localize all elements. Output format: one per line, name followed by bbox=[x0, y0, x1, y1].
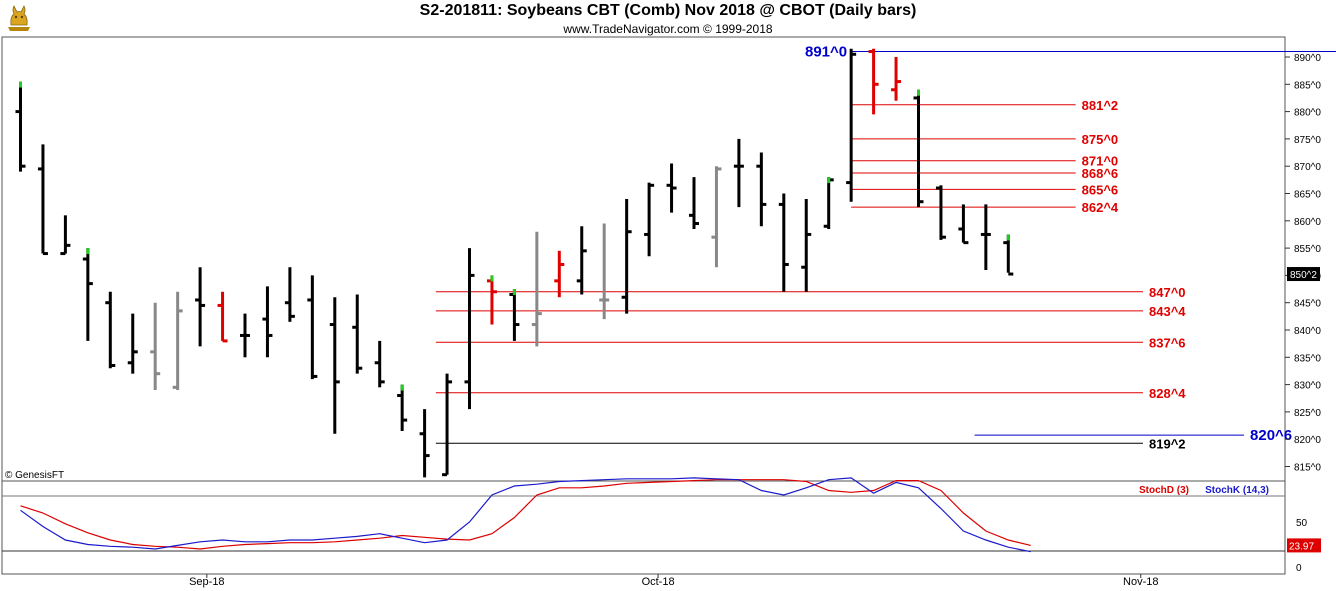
price-tick-label: 880^0 bbox=[1294, 108, 1321, 119]
stoch-d-legend: StochD (3) bbox=[1139, 485, 1189, 496]
price-tick-label: 865^0 bbox=[1294, 190, 1321, 201]
date-tick-label: Nov-18 bbox=[1123, 576, 1158, 588]
chart-subtitle: www.TradeNavigator.com © 1999-2018 bbox=[563, 22, 773, 36]
price-tick-label: 875^0 bbox=[1294, 135, 1321, 146]
level-label: 819^2 bbox=[1149, 436, 1186, 451]
stoch-last-value-box bbox=[1287, 538, 1321, 553]
stoch-k-legend: StochK (14,3) bbox=[1205, 485, 1269, 496]
price-tick-label: 830^0 bbox=[1294, 381, 1321, 392]
level-label: 820^6 bbox=[1250, 427, 1292, 444]
price-tick-label: 860^0 bbox=[1294, 217, 1321, 228]
stoch-panel-frame bbox=[1, 480, 1286, 575]
price-tick-label: 815^0 bbox=[1294, 463, 1321, 474]
price-tick-label: 820^0 bbox=[1294, 435, 1321, 446]
price-tick-label: 835^0 bbox=[1294, 353, 1321, 364]
stoch-series-line bbox=[20, 477, 1031, 553]
price-tick-label: 870^0 bbox=[1294, 162, 1321, 173]
level-label: 865^6 bbox=[1082, 182, 1119, 197]
chart-title: S2-201811: Soybeans CBT (Comb) Nov 2018 … bbox=[419, 2, 917, 19]
price-tick-label: 825^0 bbox=[1294, 408, 1321, 419]
price-tick-label: 855^0 bbox=[1294, 244, 1321, 255]
stoch-tick-label: 50 bbox=[1296, 518, 1308, 529]
last-price-box bbox=[1287, 267, 1320, 282]
copyright-label: © GenesisFT bbox=[5, 470, 64, 481]
level-label: 837^6 bbox=[1149, 335, 1186, 350]
bull-logo-icon bbox=[8, 5, 30, 31]
level-label: 828^4 bbox=[1149, 386, 1186, 401]
stoch-tick-label: 0 bbox=[1296, 563, 1302, 574]
level-label: 891^0 bbox=[805, 44, 847, 61]
level-label: 843^4 bbox=[1149, 304, 1186, 319]
level-label: 868^6 bbox=[1082, 166, 1119, 181]
last-price-label: 850^2 bbox=[1290, 270, 1317, 281]
price-tick-label: 890^0 bbox=[1294, 53, 1321, 64]
date-axis: Sep-18 Oct-18 Nov-18 bbox=[189, 574, 1158, 588]
level-label: 862^4 bbox=[1082, 200, 1119, 215]
date-tick-label: Sep-18 bbox=[189, 576, 224, 588]
stoch-axis: 50 0 23.97 bbox=[1287, 518, 1321, 574]
price-axis: 815^0820^0825^0830^0835^0840^0845^0850^0… bbox=[1285, 53, 1321, 474]
price-tick-label: 845^0 bbox=[1294, 299, 1321, 310]
price-tick-label: 885^0 bbox=[1294, 80, 1321, 91]
level-label: 847^0 bbox=[1149, 285, 1186, 300]
level-label: 881^2 bbox=[1082, 98, 1119, 113]
stoch-last-value-label: 23.97 bbox=[1289, 541, 1314, 552]
level-label: 871^0 bbox=[1082, 154, 1119, 169]
price-bars bbox=[15, 48, 1014, 478]
level-label: 875^0 bbox=[1082, 132, 1119, 147]
stoch-series-line bbox=[20, 479, 1031, 550]
stochastic-lines bbox=[20, 477, 1031, 553]
price-tick-label: 840^0 bbox=[1294, 326, 1321, 337]
date-tick-label: Oct-18 bbox=[642, 576, 675, 588]
